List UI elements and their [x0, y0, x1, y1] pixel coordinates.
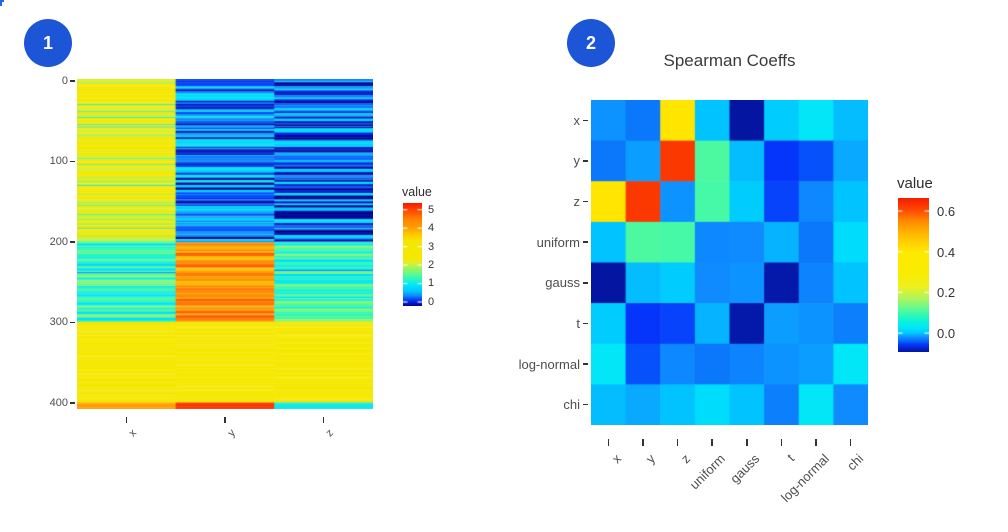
y-tick-mark — [70, 160, 75, 163]
legend-tick-label: 0.0 — [937, 326, 956, 342]
heatmap-1-canvas — [77, 79, 373, 409]
figure-2-step-number: 2 — [585, 32, 596, 53]
x-tick-label: y — [225, 427, 238, 440]
x-tick-mark — [642, 439, 644, 446]
y-tick-label: t — [576, 315, 580, 331]
y-tick-mark — [70, 402, 75, 404]
figure-2-legend-colorbar — [898, 198, 929, 352]
x-tick-label: uniform — [686, 451, 728, 493]
y-tick-mark — [70, 80, 75, 82]
x-tick-mark — [607, 439, 610, 446]
x-tick-label: log-normal — [777, 451, 832, 506]
legend-tick-label: 3 — [428, 240, 435, 253]
x-tick-mark — [711, 439, 713, 446]
y-tick-mark — [583, 241, 588, 243]
legend-tick-label: 0.6 — [937, 204, 956, 220]
x-tick-mark — [224, 417, 226, 423]
y-tick-mark — [70, 321, 75, 324]
x-tick-mark — [676, 439, 679, 446]
x-tick-mark — [125, 417, 128, 423]
y-tick-label: chi — [563, 397, 580, 413]
x-tick-label: x — [126, 427, 139, 440]
y-tick-label: 0 — [61, 74, 68, 87]
y-tick-mark — [583, 200, 588, 203]
legend-tick-label: 0.4 — [937, 244, 956, 260]
y-tick-mark — [583, 322, 588, 325]
legend-tick-label: 0.2 — [937, 285, 956, 301]
y-tick-label: 400 — [49, 396, 68, 409]
x-tick-label: t — [783, 451, 798, 465]
x-tick-mark — [746, 439, 748, 446]
y-tick-label: y — [573, 153, 581, 169]
y-tick-mark — [70, 241, 75, 243]
legend-tick-label: 5 — [428, 203, 435, 216]
x-tick-label: x — [608, 451, 624, 467]
legend-tick-label: 0 — [428, 295, 435, 308]
x-tick-label: z — [677, 451, 694, 467]
legend-tick-label: 1 — [428, 277, 435, 290]
x-tick-mark — [322, 417, 325, 423]
y-tick-label: gauss — [545, 275, 580, 291]
figure-1-legend-colorbar — [403, 203, 422, 306]
x-tick-label: chi — [843, 451, 867, 474]
corner-artifact — [0, 0, 2, 6]
figure-1-step-badge[interactable]: 1 — [24, 19, 72, 67]
y-tick-label: 200 — [49, 235, 68, 248]
y-tick-mark — [583, 160, 588, 162]
y-tick-label: 100 — [49, 155, 68, 167]
legend-tick-label: 2 — [428, 259, 435, 272]
figure-1-step-number: 1 — [42, 32, 53, 53]
figure-1-legend-title: value — [402, 185, 432, 199]
y-tick-label: z — [573, 194, 581, 210]
figure-2-step-badge[interactable]: 2 — [567, 19, 615, 67]
corner-artifact — [0, 0, 4, 2]
figure-2-title: Spearman Coeffs — [663, 51, 796, 70]
y-tick-mark — [583, 119, 588, 122]
y-tick-label: uniform — [536, 234, 580, 250]
y-tick-mark — [583, 282, 588, 284]
figure-2-legend-title: value — [897, 175, 933, 192]
y-tick-label: log-normal — [518, 356, 580, 372]
x-tick-mark — [780, 439, 783, 446]
legend-tick-label: 4 — [428, 222, 435, 235]
x-tick-label: y — [643, 451, 659, 467]
y-tick-label: x — [573, 112, 581, 128]
y-tick-label: 300 — [49, 316, 68, 328]
x-tick-mark — [849, 439, 852, 446]
heatmap-2-canvas — [591, 100, 868, 425]
x-tick-label: gauss — [727, 451, 763, 487]
y-tick-mark — [583, 363, 588, 365]
x-tick-mark — [815, 439, 817, 446]
y-tick-mark — [583, 403, 588, 406]
x-tick-label: z — [323, 427, 337, 440]
